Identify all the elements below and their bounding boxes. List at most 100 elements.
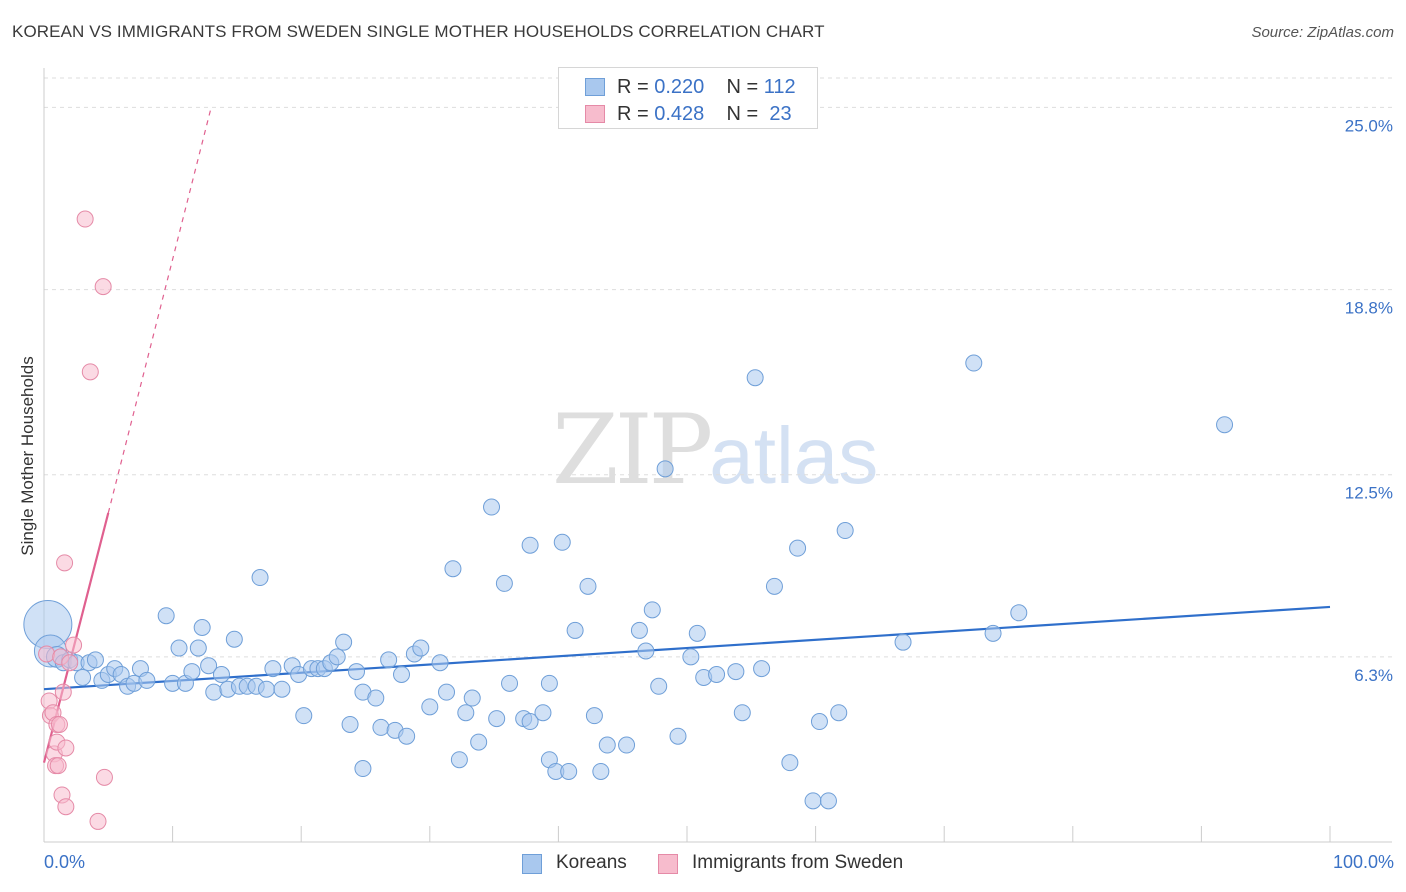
point-koreans xyxy=(328,648,346,666)
point-koreans xyxy=(170,639,188,657)
x-axis-max-label: 100.0% xyxy=(1332,852,1394,872)
point-koreans xyxy=(138,671,156,689)
point-koreans xyxy=(618,736,636,754)
point-koreans xyxy=(431,654,449,672)
point-koreans xyxy=(501,674,519,692)
point-koreans xyxy=(534,704,552,722)
legend-box: R = 0.220 N = 112 R = 0.428 N = 23 xyxy=(558,67,818,129)
bottom-legend-swatch-koreans xyxy=(522,854,542,874)
point-sweden xyxy=(61,654,79,672)
point-koreans xyxy=(521,713,539,731)
point-koreans xyxy=(746,369,764,387)
point-koreans xyxy=(521,536,539,554)
point-koreans xyxy=(444,560,462,578)
point-koreans xyxy=(483,498,501,516)
y-tick-label: 18.8% xyxy=(1345,299,1393,318)
point-koreans xyxy=(393,666,411,684)
point-koreans xyxy=(335,633,353,651)
point-koreans xyxy=(637,642,655,660)
legend-r-prefix: R = xyxy=(617,103,655,125)
legend-n-prefix: N = xyxy=(726,103,764,125)
point-koreans xyxy=(1216,416,1234,434)
point-sweden xyxy=(57,739,75,757)
point-koreans xyxy=(495,574,513,592)
point-koreans xyxy=(225,630,243,648)
x-axis-min-label: 0.0% xyxy=(44,852,86,872)
point-koreans xyxy=(836,522,854,540)
point-koreans xyxy=(789,539,807,557)
legend-n-value: 23 xyxy=(769,103,792,125)
legend-r-value: 0.220 xyxy=(654,76,705,98)
point-koreans xyxy=(470,733,488,751)
legend-r-value: 0.428 xyxy=(654,103,705,125)
point-koreans xyxy=(457,704,475,722)
point-sweden xyxy=(54,683,72,701)
point-koreans xyxy=(367,689,385,707)
point-koreans xyxy=(380,651,398,669)
point-sweden xyxy=(38,645,56,663)
point-koreans xyxy=(560,762,578,780)
point-koreans xyxy=(341,715,359,733)
point-koreans xyxy=(200,657,218,675)
y-tick-label: 12.5% xyxy=(1345,484,1393,503)
point-koreans xyxy=(733,704,751,722)
point-koreans xyxy=(463,689,481,707)
point-sweden xyxy=(89,812,107,830)
point-koreans xyxy=(984,624,1002,642)
trend-line-koreans xyxy=(43,605,1331,691)
point-koreans xyxy=(592,762,610,780)
point-sweden xyxy=(65,636,83,654)
point-koreans xyxy=(273,680,291,698)
point-koreans xyxy=(585,707,603,725)
point-koreans xyxy=(656,460,674,478)
bottom-legend-swatch-sweden xyxy=(658,854,678,874)
point-koreans xyxy=(257,680,275,698)
point-koreans xyxy=(643,601,661,619)
point-sweden xyxy=(57,798,75,816)
legend-n-value: 112 xyxy=(763,76,796,98)
point-sweden xyxy=(49,757,67,775)
point-koreans xyxy=(398,727,416,745)
bottom-legend-label-koreans: Koreans xyxy=(556,852,627,873)
point-koreans xyxy=(810,713,828,731)
point-koreans xyxy=(488,710,506,728)
point-koreans xyxy=(682,648,700,666)
point-koreans xyxy=(189,639,207,657)
point-sweden xyxy=(56,554,74,572)
trend-line-sweden-extension xyxy=(107,107,212,514)
point-koreans xyxy=(157,607,175,625)
tick-label-layer: 6.3% 12.5% 18.8% 25.0% xyxy=(1345,116,1393,684)
point-koreans xyxy=(553,533,571,551)
point-koreans xyxy=(894,633,912,651)
point-sweden xyxy=(94,278,112,296)
grid-layer xyxy=(44,77,1392,658)
point-sweden xyxy=(81,363,99,381)
point-koreans xyxy=(781,754,799,772)
point-koreans xyxy=(753,660,771,678)
point-koreans xyxy=(566,621,584,639)
chart-source: Source: ZipAtlas.com xyxy=(1251,24,1394,41)
point-koreans xyxy=(598,736,616,754)
point-koreans xyxy=(450,751,468,769)
point-koreans xyxy=(765,577,783,595)
point-koreans xyxy=(372,718,390,736)
point-koreans xyxy=(688,624,706,642)
point-koreans xyxy=(193,618,211,636)
point-koreans xyxy=(347,663,365,681)
chart-title: KOREAN VS IMMIGRANTS FROM SWEDEN SINGLE … xyxy=(12,22,825,41)
point-koreans xyxy=(540,674,558,692)
point-koreans xyxy=(650,677,668,695)
point-koreans xyxy=(819,792,837,810)
bottom-legend-label-sweden: Immigrants from Sweden xyxy=(692,852,904,873)
point-koreans xyxy=(264,660,282,678)
point-koreans xyxy=(965,354,983,372)
point-koreans xyxy=(205,683,223,701)
point-koreans xyxy=(412,639,430,657)
point-koreans xyxy=(804,792,822,810)
point-koreans xyxy=(708,666,726,684)
y-tick-label: 25.0% xyxy=(1345,116,1393,135)
point-sweden xyxy=(50,715,68,733)
point-koreans xyxy=(183,663,201,681)
point-koreans xyxy=(421,698,439,716)
